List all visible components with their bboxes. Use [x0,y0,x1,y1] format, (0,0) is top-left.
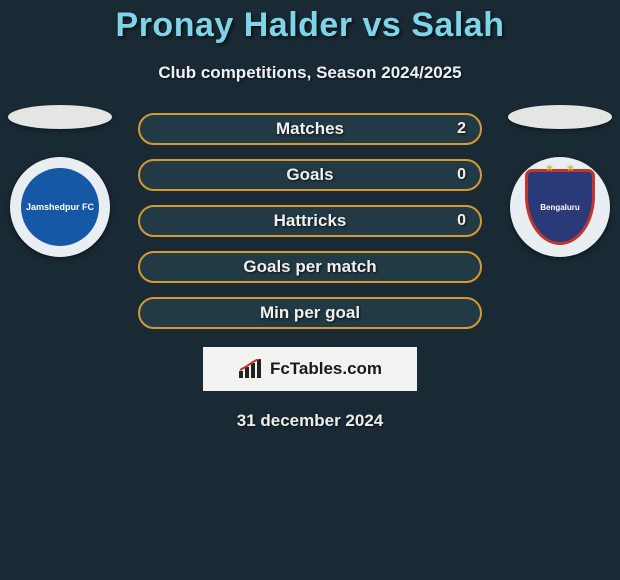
stat-bars: Matches 2 Goals 0 Hattricks 0 Goals per … [138,113,482,329]
stat-row-goals: Goals 0 [138,159,482,191]
player-photo-placeholder-left [8,105,112,129]
stat-label: Goals per match [243,257,376,277]
brand-text: FcTables.com [270,359,382,379]
stars-icon: ★★ [510,163,610,174]
stat-value: 2 [457,120,466,138]
left-column: Jamshedpur FC [0,105,120,257]
stat-label: Hattricks [274,211,347,231]
subtitle: Club competitions, Season 2024/2025 [0,63,620,83]
player-photo-placeholder-right [508,105,612,129]
comparison-card: Pronay Halder vs Salah Club competitions… [0,0,620,431]
stats-area: Jamshedpur FC ★★ Bengaluru Matches 2 Goa… [0,113,620,329]
team-badge-right-label: Bengaluru [525,169,595,245]
stat-label: Min per goal [260,303,360,323]
right-column: ★★ Bengaluru [500,105,620,257]
team-badge-left-label: Jamshedpur FC [21,168,99,246]
brand-box: FcTables.com [203,347,417,391]
page-title: Pronay Halder vs Salah [0,6,620,45]
team-badge-right: ★★ Bengaluru [510,157,610,257]
stat-value: 0 [457,166,466,184]
team-badge-left: Jamshedpur FC [10,157,110,257]
stat-row-matches: Matches 2 [138,113,482,145]
stat-label: Matches [276,119,344,139]
bar-chart-icon [238,359,264,379]
stat-row-hattricks: Hattricks 0 [138,205,482,237]
stat-row-goals-per-match: Goals per match [138,251,482,283]
date-text: 31 december 2024 [0,411,620,431]
stat-row-min-per-goal: Min per goal [138,297,482,329]
stat-value: 0 [457,212,466,230]
stat-label: Goals [286,165,333,185]
